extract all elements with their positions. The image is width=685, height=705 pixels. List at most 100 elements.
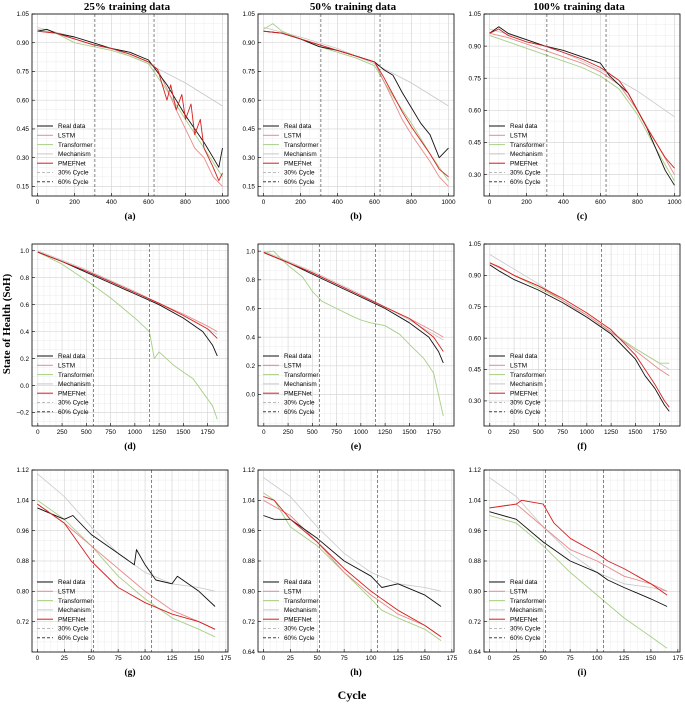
panel-6: 0 25 50 75 100 125 150 175 0.72 0.80 0.88 0.96 1.04 1… — [17, 467, 232, 678]
legend-label: 60% Cycle — [510, 635, 541, 642]
legend-label: Mechanism — [284, 151, 317, 158]
x-tick-label: 0 — [262, 429, 266, 436]
x-tick-label: 0 — [36, 429, 40, 436]
series-line-pmefnet — [489, 262, 670, 408]
x-tick-label: 100 — [366, 655, 377, 662]
series-line-transformer — [263, 23, 449, 181]
y-tick-label: 1.12 — [17, 467, 30, 474]
legend-label: 60% Cycle — [510, 409, 541, 416]
x-tick-label: 400 — [558, 199, 569, 206]
y-tick-label: 0.30 — [243, 155, 256, 162]
y-tick-label: 0.45 — [469, 367, 482, 374]
legend-label: 60% Cycle — [510, 179, 541, 186]
legend-label: LSTM — [510, 133, 527, 140]
y-tick-label: 0.72 — [469, 619, 482, 626]
column-title-100: 100% training data — [533, 1, 625, 13]
y-tick-label: 0.72 — [17, 619, 30, 626]
panel-5: 0 250 500 750 1000 1250 1500 1750 0.30 0.45 0.60 0.… — [469, 241, 681, 452]
y-tick-label: 1.05 — [243, 11, 256, 18]
legend-label: Mechanism — [58, 381, 91, 388]
y-tick-label: 0.45 — [17, 126, 30, 133]
x-tick-label: 1000 — [128, 429, 143, 436]
y-tick-label: 0.60 — [243, 97, 256, 104]
y-tick-label: 0.80 — [243, 589, 256, 596]
panels-group: 0 200 400 600 800 10000.150.300.450.600.750.9… — [16, 11, 683, 678]
series-line-pmefnet — [37, 30, 223, 182]
legend-label: Transformer — [58, 142, 93, 149]
x-axis-label: Cycle — [338, 688, 367, 702]
legend-label: Transformer — [510, 142, 545, 149]
series-line-transformer — [263, 250, 444, 417]
legend-label: 60% Cycle — [58, 179, 89, 186]
y-tick-label: 0.88 — [17, 558, 30, 565]
legend-label: 30% Cycle — [284, 626, 315, 633]
y-tick-label: 0.96 — [243, 528, 256, 535]
series-line-real-data — [263, 30, 449, 159]
legend-label: PMEFNet — [58, 390, 86, 397]
legend-label: LSTM — [284, 133, 301, 140]
legend-label: 60% Cycle — [58, 409, 89, 416]
series-line-real-data — [489, 26, 675, 186]
x-tick-label: 200 — [295, 199, 306, 206]
y-tick-label: 0.15 — [17, 184, 30, 191]
legend-label: 30% Cycle — [58, 626, 89, 633]
series-line-mechanism — [263, 477, 442, 592]
plot-frame — [257, 13, 455, 197]
y-tick-label: 0.6 — [246, 306, 255, 313]
x-tick-label: 500 — [81, 429, 92, 436]
series-line-transformer — [489, 34, 675, 182]
panel-label: (h) — [350, 667, 362, 678]
x-tick-label: 125 — [167, 655, 178, 662]
legend-label: Real data — [510, 123, 538, 130]
x-tick-label: 1250 — [152, 429, 167, 436]
column-title-25: 25% training data — [84, 1, 171, 13]
x-tick-label: 0 — [262, 199, 266, 206]
x-tick-label: 1750 — [427, 429, 442, 436]
y-tick-label: 0.96 — [17, 528, 30, 535]
x-tick-label: 250 — [57, 429, 68, 436]
y-tick-label: 1.0 — [246, 248, 255, 255]
legend-label: Mechanism — [284, 607, 317, 614]
legend-label: PMEFNet — [510, 160, 538, 167]
legend-label: 30% Cycle — [58, 400, 89, 407]
y-tick-label: 0.8 — [246, 277, 255, 284]
legend-label: LSTM — [58, 589, 75, 596]
x-tick-label: 150 — [646, 655, 657, 662]
y-tick-label: 1.0 — [20, 248, 29, 255]
legend-label: 30% Cycle — [58, 170, 89, 177]
series-line-transformer — [37, 251, 218, 420]
legend-label: Transformer — [284, 142, 319, 149]
panel-7: 0 25 50 75 100 125 150 175 0.64 0.72 0.80 0.88 0.96 1… — [243, 467, 458, 678]
series-line-pmefnet — [263, 30, 449, 178]
x-tick-label: 125 — [393, 655, 404, 662]
series-line-lstm — [489, 503, 668, 592]
y-tick-label: 0.30 — [17, 155, 30, 162]
panel-4: 0 250 500 750 1000 1250 1500 1750 0.0 0.2 0.4 0.6 0.… — [246, 243, 455, 452]
legend-label: Real data — [58, 123, 86, 130]
x-tick-label: 25 — [287, 655, 295, 662]
panel-label: (i) — [578, 667, 587, 678]
legend-label: PMEFNet — [284, 160, 312, 167]
y-tick-label: 0.88 — [243, 558, 256, 565]
y-tick-label: 0.4 — [246, 334, 255, 341]
y-tick-label: 0.60 — [469, 108, 482, 115]
legend-label: Transformer — [284, 598, 319, 605]
y-tick-label: 0.90 — [17, 40, 30, 47]
x-tick-label: 1750 — [201, 429, 216, 436]
legend-label: Real data — [58, 353, 86, 360]
x-tick-label: 750 — [105, 429, 116, 436]
x-tick-label: 175 — [673, 655, 684, 662]
plot-frame — [31, 243, 229, 427]
legend-label: Real data — [284, 123, 312, 130]
panel-2: 0 200 400 600 800 1000 0.30 0.45 0.60 0.75 0.90 1.0… — [469, 11, 682, 222]
series-line-transformer — [37, 499, 216, 638]
legend-label: Real data — [58, 579, 86, 586]
x-tick-label: 1000 — [215, 199, 230, 206]
x-tick-label: 800 — [180, 199, 191, 206]
y-tick-label: 1.05 — [17, 11, 30, 18]
y-tick-label: 0.96 — [469, 528, 482, 535]
y-tick-label: 0.72 — [243, 619, 256, 626]
legend-label: 60% Cycle — [284, 179, 315, 186]
panel-3: 0 250 500 750 1000 1250 1500 1750 −0.2 0.0 0.2 0.4 0… — [16, 243, 229, 452]
legend-label: Mechanism — [58, 607, 91, 614]
